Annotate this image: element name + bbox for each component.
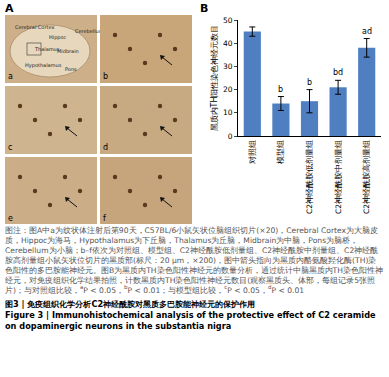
html-text:B: B: [200, 2, 209, 15]
svg-text:模型组: 模型组: [276, 140, 285, 164]
html-text:Figure 3 | Immunohistochemical: Figure 3 | Immunohistochemical analysis …: [5, 310, 376, 331]
html-text:图3 | 免疫组织化学分析C2神经酰胺对黑质多巴胺能神经元的: 图3 | 免疫组织化学分析C2神经酰胺对黑质多巴胺能神经元的保护作用: [5, 299, 256, 309]
svg-text:Pons: Pons: [65, 66, 77, 72]
svg-text:C2神经酰胺高剂量组: C2神经酰胺高剂量组: [362, 140, 371, 214]
svg-text:b: b: [307, 78, 312, 87]
svg-text:Hippoc: Hippoc: [49, 34, 67, 41]
svg-text:10: 10: [223, 108, 233, 117]
svg-text:对照组: 对照组: [248, 140, 257, 164]
svg-text:Hypothalamus: Hypothalamus: [25, 62, 62, 69]
html-text:图注：图A中a为纹状体注射后第90天，C57BL/6小鼠矢状: 图注：图A中a为纹状体注射后第90天，C57BL/6小鼠矢状位脑组织切片(×20…: [5, 226, 383, 295]
svg-text:50: 50: [223, 16, 233, 25]
svg-text:Cerebellum: Cerebellum: [75, 28, 104, 34]
svg-text:c: c: [8, 143, 12, 152]
svg-text:e: e: [8, 214, 13, 223]
svg-text:C2神经酰胺中剂量组: C2神经酰胺中剂量组: [334, 140, 343, 214]
svg-text:40: 40: [223, 39, 233, 48]
svg-text:0: 0: [228, 132, 233, 141]
svg-text:Thalamus: Thalamus: [34, 46, 60, 52]
svg-text:20: 20: [223, 85, 233, 94]
svg-text:a: a: [8, 72, 13, 81]
svg-text:b: b: [278, 85, 283, 94]
svg-text:d: d: [103, 143, 108, 152]
svg-text:A: A: [5, 2, 14, 15]
svg-text:Cerebral Cortex: Cerebral Cortex: [15, 24, 54, 30]
svg-text:ad: ad: [362, 27, 372, 36]
svg-text:bd: bd: [333, 68, 343, 77]
svg-text:b: b: [103, 72, 108, 81]
svg-text:Midbrain: Midbrain: [57, 48, 79, 54]
svg-text:f: f: [103, 214, 106, 223]
svg-text:黑质内TH阳性染色神经元数目: 黑质内TH阳性染色神经元数目: [210, 25, 219, 132]
svg-text:30: 30: [223, 62, 233, 71]
svg-text:C2神经酰胺低剂量组: C2神经酰胺低剂量组: [305, 140, 314, 214]
